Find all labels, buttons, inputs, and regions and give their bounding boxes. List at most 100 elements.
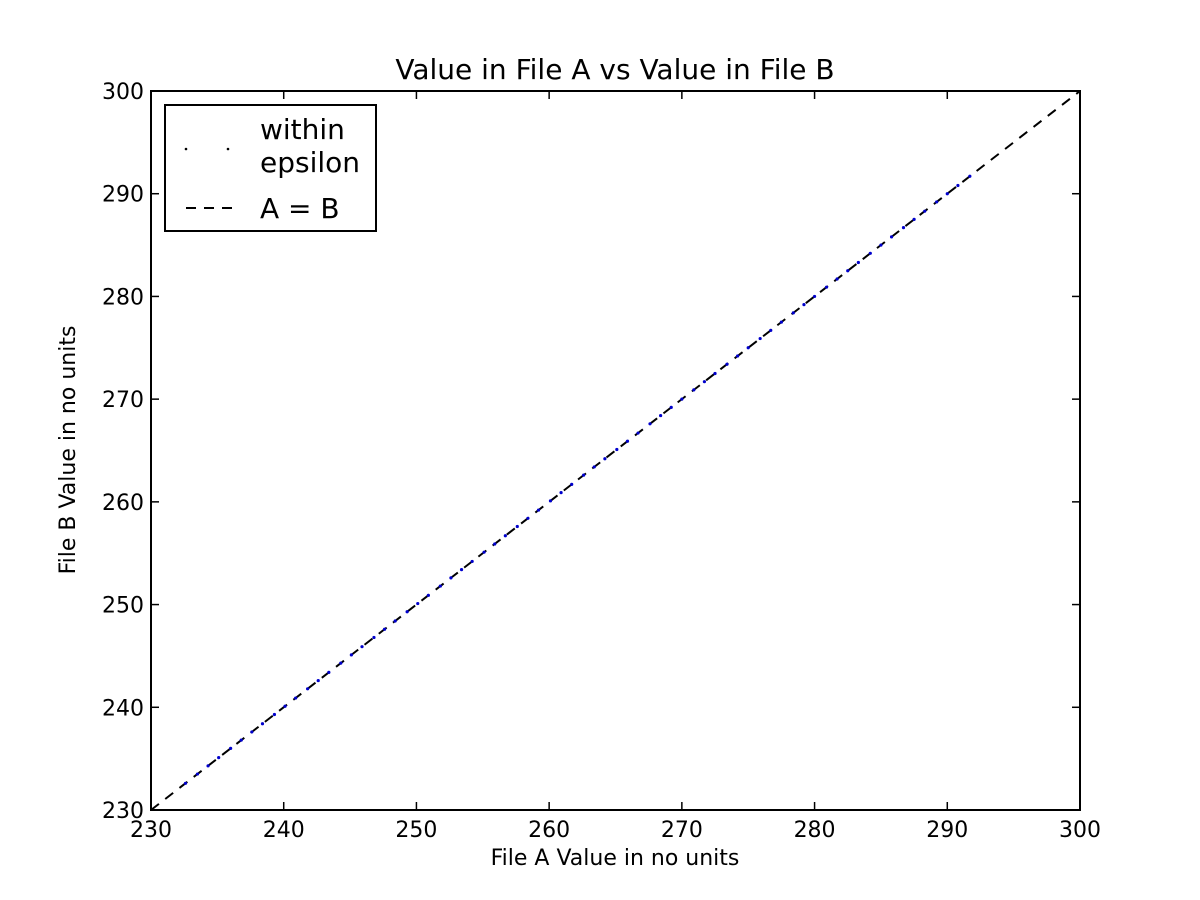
data-point bbox=[526, 516, 530, 520]
data-point bbox=[879, 243, 883, 247]
legend-label-a-equals-b: A = B bbox=[260, 192, 340, 225]
data-point bbox=[725, 362, 729, 366]
data-point bbox=[438, 584, 442, 588]
x-tick-labels: 230 240 250 260 270 280 290 300 bbox=[130, 818, 1101, 843]
legend-box bbox=[164, 104, 377, 232]
data-point bbox=[316, 678, 320, 683]
y-tick-label: 240 bbox=[102, 696, 144, 721]
data-point bbox=[393, 619, 397, 623]
data-point bbox=[791, 311, 795, 315]
y-tick-label: 250 bbox=[102, 594, 144, 619]
data-point bbox=[470, 559, 474, 564]
y-tick-label: 260 bbox=[102, 491, 144, 516]
y-axis-title: File B Value in no units bbox=[56, 326, 81, 575]
data-point bbox=[493, 542, 497, 546]
legend-marker-point-2 bbox=[226, 147, 230, 151]
y-tick-labels: 230 240 250 260 270 280 290 300 bbox=[102, 80, 144, 824]
data-point bbox=[746, 346, 750, 350]
x-tick-label: 250 bbox=[395, 818, 437, 843]
data-point bbox=[327, 670, 331, 674]
x-tick-label: 290 bbox=[926, 818, 968, 843]
legend-marker-point-1 bbox=[184, 147, 188, 151]
data-point bbox=[935, 200, 939, 204]
data-point bbox=[306, 687, 310, 691]
data-point bbox=[779, 320, 783, 324]
data-point bbox=[625, 439, 630, 443]
data-point bbox=[758, 336, 762, 341]
data-point bbox=[669, 405, 673, 409]
data-point bbox=[260, 722, 265, 726]
data-point bbox=[405, 610, 409, 614]
data-point bbox=[802, 303, 806, 307]
plot-area bbox=[150, 90, 1081, 811]
data-point bbox=[449, 576, 453, 580]
data-point bbox=[735, 354, 740, 358]
data-point bbox=[648, 422, 652, 426]
data-point bbox=[239, 738, 243, 742]
data-point bbox=[416, 601, 420, 606]
y-tick-label: 280 bbox=[102, 285, 144, 310]
data-point bbox=[559, 491, 563, 495]
data-point bbox=[901, 226, 906, 230]
data-point bbox=[206, 764, 210, 768]
data-point bbox=[945, 192, 949, 196]
data-point bbox=[912, 217, 916, 221]
x-tick-label: 260 bbox=[528, 818, 570, 843]
data-point bbox=[615, 447, 619, 452]
data-point bbox=[515, 524, 519, 529]
x-tick-label: 280 bbox=[794, 818, 836, 843]
data-point bbox=[713, 371, 717, 376]
data-point bbox=[769, 328, 773, 332]
x-tick-label: 300 bbox=[1059, 818, 1101, 843]
data-point bbox=[835, 277, 839, 281]
data-point bbox=[582, 473, 586, 477]
data-point bbox=[570, 482, 574, 486]
x-tick-label: 230 bbox=[130, 818, 172, 843]
data-point bbox=[217, 756, 221, 760]
legend-label-within-epsilon: within epsilon bbox=[260, 113, 360, 179]
data-point bbox=[968, 174, 972, 178]
data-point bbox=[592, 465, 596, 469]
data-point bbox=[426, 593, 430, 597]
data-point bbox=[856, 260, 860, 265]
data-point bbox=[360, 645, 364, 649]
legend: within epsilon A = B bbox=[164, 104, 377, 232]
data-point bbox=[183, 781, 188, 785]
data-point bbox=[868, 251, 872, 255]
data-point bbox=[536, 508, 541, 512]
data-point bbox=[680, 397, 684, 401]
data-point bbox=[195, 772, 200, 776]
data-point bbox=[349, 653, 353, 657]
x-tick-label: 240 bbox=[263, 818, 305, 843]
y-tick-label: 230 bbox=[102, 799, 144, 824]
data-point bbox=[294, 696, 298, 700]
axes-frame bbox=[150, 90, 1081, 811]
x-tick-label: 270 bbox=[661, 818, 703, 843]
data-point bbox=[812, 294, 817, 299]
data-point bbox=[889, 235, 894, 239]
data-point bbox=[702, 380, 707, 384]
data-point bbox=[229, 746, 233, 750]
data-point bbox=[548, 499, 553, 503]
data-point bbox=[824, 285, 829, 289]
chart-title: Value in File A vs Value in File B bbox=[395, 53, 834, 86]
data-point bbox=[459, 568, 464, 572]
data-point bbox=[692, 388, 696, 392]
y-tick-label: 300 bbox=[102, 80, 144, 105]
data-point bbox=[503, 534, 507, 538]
y-tick-label: 290 bbox=[102, 183, 144, 208]
legend-label-within-epsilon-line-1: within bbox=[260, 113, 345, 146]
data-point bbox=[482, 550, 486, 554]
y-tick-label: 270 bbox=[102, 388, 144, 413]
data-point bbox=[272, 712, 277, 717]
x-axis-title: File A Value in no units bbox=[491, 846, 740, 871]
data-point bbox=[339, 661, 343, 665]
data-point bbox=[603, 457, 607, 461]
data-point bbox=[372, 635, 376, 640]
data-point bbox=[382, 627, 387, 631]
data-point bbox=[636, 431, 640, 435]
data-point bbox=[283, 704, 287, 708]
data-point bbox=[956, 183, 960, 188]
data-point bbox=[846, 269, 850, 273]
